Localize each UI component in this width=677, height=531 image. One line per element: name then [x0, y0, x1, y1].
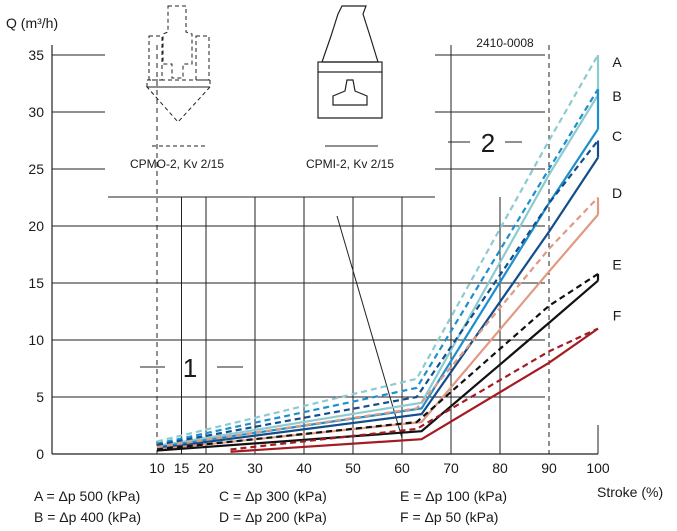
leader-line [336, 215, 403, 439]
x-tick-label: 15 [174, 460, 190, 476]
series-a-dashed [156, 54, 599, 443]
x-tick-label: 40 [296, 460, 312, 476]
x-tick-label: 100 [586, 460, 610, 476]
series-label-a: A [612, 54, 622, 70]
y-tick-label: 0 [36, 446, 44, 462]
y-tick-label: 30 [28, 104, 44, 120]
y-tick-label: 20 [28, 218, 44, 234]
legend-d: D = Δp 200 (kPa) [219, 509, 327, 525]
x-tick-label: 50 [345, 460, 361, 476]
series-label-e: E [612, 256, 621, 272]
series-label-f: F [613, 308, 622, 324]
region-1: 1 [140, 353, 243, 383]
y-axis-title: Q (m³/h) [6, 15, 58, 31]
series-d-dashed [156, 196, 599, 449]
legend-a: A = Δp 500 (kPa) [34, 488, 140, 504]
legend-c: C = Δp 300 (kPa) [219, 488, 327, 504]
x-tick-label: 90 [541, 460, 557, 476]
y-tick-label: 10 [28, 332, 44, 348]
series-c-dashed [156, 139, 599, 446]
series-f-dashed [230, 327, 599, 451]
series-label-d: D [612, 185, 622, 201]
y-tick-label: 5 [36, 389, 44, 405]
cpmi-diagram [317, 5, 383, 119]
series-label-b: B [612, 88, 621, 104]
y-tick-label: 35 [28, 47, 44, 63]
series-b-dashed [156, 88, 599, 445]
series-c-solid [156, 156, 599, 450]
x-tick-label: 60 [394, 460, 410, 476]
x-axis-title: Stroke (%) [597, 484, 663, 500]
legend: A = Δp 500 (kPa) B = Δp 400 (kPa) C = Δp… [34, 488, 507, 525]
figure-code: 2410-0008 [476, 36, 534, 50]
series-f-solid [230, 327, 599, 453]
x-tick-label: 80 [492, 460, 508, 476]
y-tick-label: 25 [28, 161, 44, 177]
grid: 0 5 10 15 20 25 30 35 10 15 20 30 40 50 60 70 80 90 100 [28, 45, 610, 476]
series-e-dashed [156, 272, 599, 451]
legend-b: B = Δp 400 (kPa) [34, 509, 141, 525]
x-tick-label: 30 [247, 460, 263, 476]
x-tick-label: 10 [149, 460, 165, 476]
x-tick-label: 20 [198, 460, 214, 476]
region-2-label: 2 [481, 128, 495, 158]
region-1-label: 1 [183, 353, 197, 383]
series-group: A B C D E F [156, 54, 622, 453]
cpmo-diagram [145, 5, 212, 123]
y-tick-label: 15 [28, 275, 44, 291]
series-b-solid [156, 128, 599, 449]
x-tick-label: 70 [443, 460, 459, 476]
series-label-c: C [612, 128, 622, 144]
cpmo-caption: CPMO-2, Kv 2/15 [130, 157, 224, 171]
cpmi-caption: CPMI-2, Kv 2/15 [306, 157, 394, 171]
legend-e: E = Δp 100 (kPa) [400, 488, 507, 504]
series-a-solid [156, 94, 599, 448]
region-2: 2 [448, 128, 522, 158]
legend-f: F = Δp 50 (kPa) [400, 509, 498, 525]
series-e-solid [156, 279, 599, 452]
